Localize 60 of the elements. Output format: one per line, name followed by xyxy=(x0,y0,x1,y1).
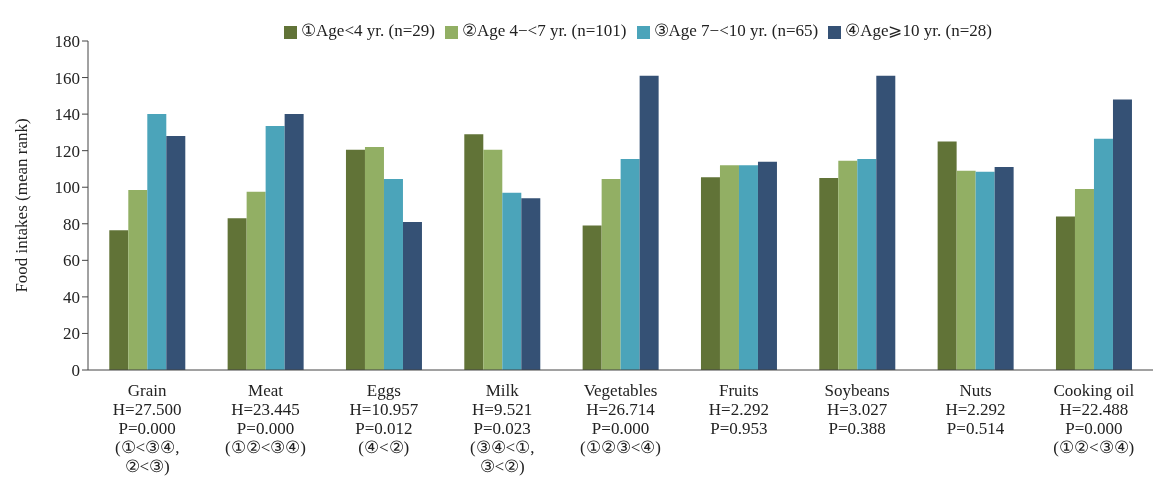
y-tick-label: 140 xyxy=(54,105,80,125)
x-tick-label: Nuts H=2.292 P=0.514 xyxy=(945,381,1006,438)
bar xyxy=(620,158,640,370)
x-tick-label: Meat H=23.445 P=0.000 (①②<③④) xyxy=(225,381,306,457)
legend-label: ①Age<4 yr. (n=29) xyxy=(301,21,435,40)
y-tick-label: 60 xyxy=(63,251,80,271)
y-axis-title: Food intakes (mean rank) xyxy=(12,118,32,293)
y-tick-label: 180 xyxy=(54,32,80,52)
bar xyxy=(502,192,522,370)
bar xyxy=(166,136,186,370)
bar xyxy=(364,147,384,370)
bar xyxy=(1112,99,1132,370)
bar xyxy=(246,191,266,370)
bar xyxy=(147,114,167,370)
y-tick-label: 100 xyxy=(54,178,80,198)
y-tick-label: 80 xyxy=(63,214,80,234)
legend-label: ④Age⩾10 yr. (n=28) xyxy=(845,21,992,40)
bar xyxy=(719,165,739,370)
x-tick-label: Vegetables H=26.714 P=0.000 (①②③<④) xyxy=(580,381,661,457)
bar xyxy=(975,171,995,370)
bar xyxy=(937,141,957,370)
bar xyxy=(109,230,129,370)
bar xyxy=(639,75,659,370)
x-tick-label: Grain H=27.500 P=0.000 (①<③④, ②<③) xyxy=(112,381,182,476)
bar xyxy=(838,160,858,370)
bar xyxy=(383,179,403,370)
y-tick-label: 20 xyxy=(63,324,80,344)
bar xyxy=(757,161,777,370)
legend-label: ③Age 7−<10 yr. (n=65) xyxy=(653,21,819,40)
bar xyxy=(284,114,304,370)
x-tick-label: Fruits H=2.292 P=0.953 xyxy=(708,381,769,438)
y-tick-label: 160 xyxy=(54,68,80,88)
bar xyxy=(227,218,247,370)
bar xyxy=(956,170,976,370)
legend-label: ②Age 4−<7 yr. (n=101) xyxy=(461,21,627,40)
x-tick-label: Eggs H=10.957 P=0.012 (④<②) xyxy=(349,381,419,457)
bar xyxy=(601,179,621,370)
bar xyxy=(483,149,503,370)
y-tick-label: 0 xyxy=(71,361,80,381)
y-tick-label: 40 xyxy=(63,287,80,307)
bar xyxy=(1074,189,1094,370)
bar xyxy=(521,198,541,370)
bar xyxy=(994,167,1014,370)
bar xyxy=(819,178,839,370)
x-tick-label: Cooking oil H=22.488 P=0.000 (①②<③④) xyxy=(1053,381,1135,457)
bar xyxy=(582,225,602,370)
x-tick-label: Milk H=9.521 P=0.023 (③④<①, ③<②) xyxy=(469,381,535,476)
bar xyxy=(402,221,422,370)
bar xyxy=(345,149,365,370)
bar xyxy=(1055,216,1075,370)
bar xyxy=(265,125,285,370)
bar xyxy=(857,158,877,370)
bar xyxy=(128,189,148,370)
bar xyxy=(464,134,484,370)
bar xyxy=(1093,138,1113,370)
bar xyxy=(738,165,758,370)
y-tick-label: 120 xyxy=(54,141,80,161)
bar xyxy=(876,75,896,370)
x-tick-label: Soybeans H=3.027 P=0.388 xyxy=(824,381,890,438)
bar xyxy=(700,177,720,370)
